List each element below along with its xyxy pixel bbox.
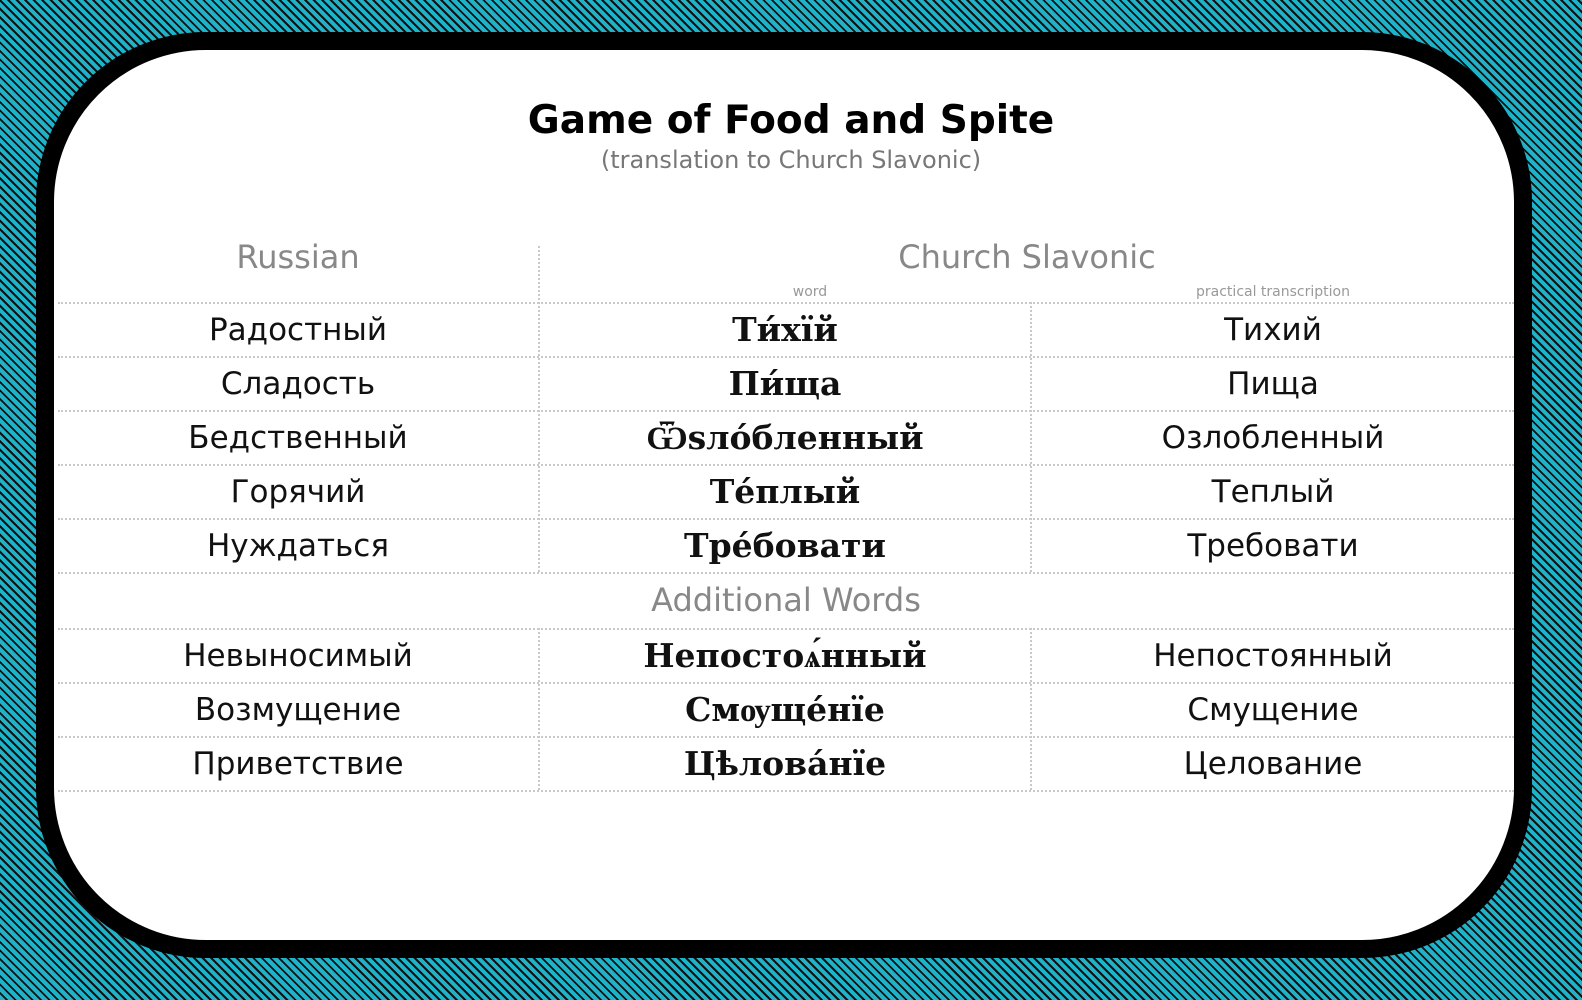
row-divider: [58, 572, 1514, 574]
transcription-word: Непостоянный: [1153, 638, 1393, 674]
additional-words-heading: Additional Words: [651, 581, 921, 619]
transcription-word: Тихий: [1224, 312, 1322, 348]
russian-word: Горячий: [230, 474, 366, 510]
card-panel: [36, 32, 1532, 958]
transcription-word: Целование: [1183, 746, 1363, 782]
slavonic-word: Цѣлова́нїе: [683, 744, 887, 783]
header-russian: Russian: [236, 238, 360, 276]
transcription-word: Пища: [1227, 366, 1319, 402]
slavonic-word: Ти́хїй: [732, 310, 838, 349]
row-divider: [58, 790, 1514, 792]
slavonic-word: Тре́бовати: [684, 526, 886, 565]
slavonic-word: Ѿѕло́бленный: [646, 418, 924, 457]
russian-word: Бедственный: [188, 420, 408, 456]
subheader-practical-transcription: practical transcription: [1196, 284, 1350, 300]
slavonic-word: Пи́ща: [728, 364, 842, 403]
row-divider: [58, 356, 1514, 358]
page-title: Game of Food and Spite: [527, 98, 1055, 143]
slavonic-word: Непостоѧ́нный: [643, 636, 927, 675]
header-church-slavonic: Church Slavonic: [898, 238, 1156, 276]
slavonic-word: Смѹще́нїе: [685, 690, 885, 729]
row-divider: [58, 410, 1514, 412]
column-divider: [538, 246, 540, 572]
russian-word: Радостный: [208, 312, 388, 348]
row-divider: [58, 736, 1514, 738]
russian-word: Невыносимый: [183, 638, 413, 674]
transcription-word: Требовати: [1187, 528, 1359, 564]
russian-word: Нуждаться: [206, 528, 390, 564]
row-divider: [58, 628, 1514, 630]
row-divider: [58, 518, 1514, 520]
column-divider: [1030, 628, 1032, 790]
slavonic-word: Те́плый: [709, 472, 861, 511]
russian-word: Сладость: [220, 366, 376, 402]
russian-word: Возмущение: [194, 692, 402, 728]
column-divider: [1030, 302, 1032, 572]
page-subtitle: (translation to Church Slavonic): [600, 146, 982, 174]
subheader-word: word: [792, 284, 828, 300]
russian-word: Приветствие: [192, 746, 404, 782]
row-divider: [58, 302, 1514, 304]
row-divider: [58, 464, 1514, 466]
transcription-word: Теплый: [1211, 474, 1335, 510]
transcription-word: Смущение: [1187, 692, 1359, 728]
transcription-word: Озлобленный: [1161, 420, 1385, 456]
row-divider: [58, 682, 1514, 684]
column-divider: [538, 628, 540, 790]
